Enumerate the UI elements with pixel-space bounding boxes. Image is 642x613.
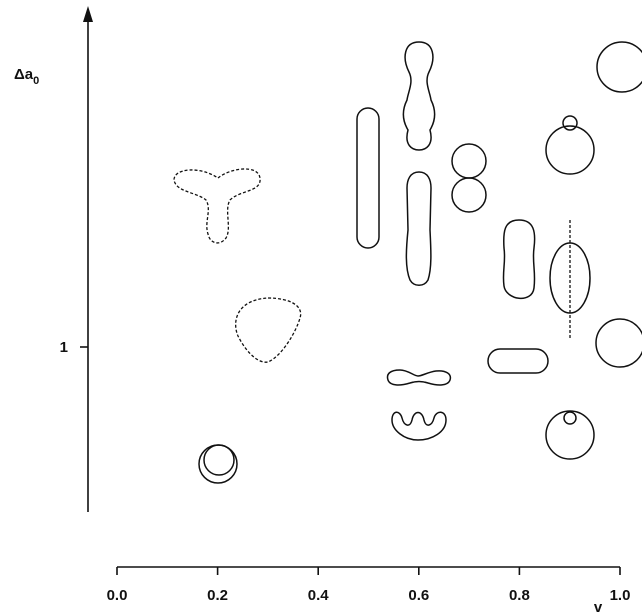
x-tick-label: 0.8 [509, 587, 530, 604]
shape [451, 177, 487, 213]
shape [563, 411, 577, 425]
shape [595, 318, 642, 368]
shape [545, 410, 595, 460]
x-tick-label: 0.4 [308, 587, 330, 604]
vesicle-shapes [173, 41, 642, 484]
y-axis-arrow [83, 6, 93, 22]
shape [235, 297, 302, 363]
shape [391, 411, 447, 441]
shape [386, 369, 452, 386]
shape [402, 41, 436, 151]
shape [562, 115, 578, 131]
shape [596, 41, 642, 93]
x-axis-label: v [594, 599, 603, 613]
y-tick-label: 1 [60, 339, 68, 356]
shape [203, 444, 235, 476]
x-tick-label: 1.0 [610, 587, 631, 604]
y-axis-label: Δa0 [14, 66, 39, 87]
x-tick-label: 0.6 [408, 587, 429, 604]
y-label-sub: 0 [33, 75, 39, 87]
x-tick-label: 0.2 [207, 587, 228, 604]
x-tick-label: 0.0 [107, 587, 128, 604]
shape [173, 168, 261, 244]
shape [487, 348, 549, 374]
shape [502, 219, 536, 299]
shape [451, 143, 487, 179]
x-ticks: 0.0 0.2 0.4 0.6 0.8 1.0 [107, 567, 631, 604]
shape [405, 171, 432, 286]
shape [356, 107, 380, 249]
shape [545, 125, 595, 175]
y-label-main: Δa [14, 66, 34, 83]
